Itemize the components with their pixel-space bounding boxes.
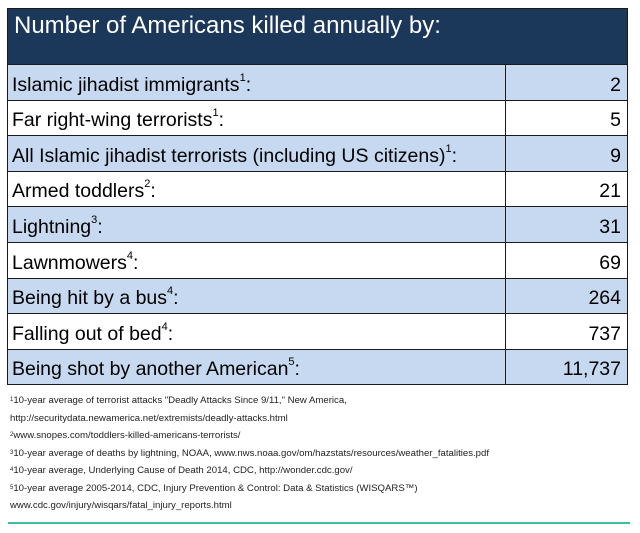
row-label: Lightning3: [8,207,506,242]
row-label: Being shot by another American5: [8,349,506,385]
table-row: Lawnmowers4: 69 [8,241,627,278]
row-label: All Islamic jihadist terrorists (includi… [8,136,506,171]
footnote-number: 1 [10,397,14,403]
footnote-ref: 1 [445,142,452,155]
footnotes: 110-year average of terrorist attacks "D… [10,392,489,515]
footnote-ref: 1 [212,107,219,120]
table-row: Armed toddlers2: 21 [8,170,627,207]
footnote: 2www.snopes.com/toddlers-killed-american… [10,430,241,441]
footnote: 310-year average of deaths by lightning,… [10,447,490,459]
footnote-number: 2 [10,432,14,438]
footnote: 510-year average 2005-2014, CDC, Injury … [10,482,418,494]
footnote-number: 3 [10,449,14,456]
row-label: Lawnmowers4: [8,242,506,278]
footnote-ref: 2 [144,178,151,191]
row-value: 9 [610,144,621,167]
table-row: Being shot by another American5: 11,737 [8,348,627,385]
row-value: 31 [599,215,621,238]
row-label: Falling out of bed4: [8,314,506,349]
footnote: 110-year average of terrorist attacks "D… [10,395,347,406]
footnote-number: 5 [10,484,14,491]
row-value: 264 [588,287,621,310]
footnote-ref: 4 [167,285,174,298]
footnote-ref: 1 [239,71,246,84]
footnote-ref: 4 [126,249,134,262]
row-value: 11,737 [562,358,621,381]
row-value: 69 [599,251,621,274]
table-row: Islamic jihadist immigrants1: 2 [8,64,627,100]
footnote: http://securitydata.newamerica.net/extre… [10,412,288,424]
row-value: 21 [599,180,621,203]
footnote-ref: 5 [288,356,295,369]
footnote: 410-year average, Underlying Cause of De… [10,465,353,476]
table-row: All Islamic jihadist terrorists (includi… [8,135,627,171]
deaths-table: Number of Americans killed annually by: … [7,8,628,386]
row-label: Islamic jihadist immigrants1: [8,65,506,100]
row-value: 737 [588,322,621,345]
divider-line [8,522,630,524]
row-label: Being hit by a bus4: [8,278,506,314]
footnote-number: 4 [10,467,14,473]
footnote: www.cdc.gov/injury/wisqars/fatal_injury_… [10,500,232,511]
footnote-ref: 3 [91,213,98,226]
row-value: 2 [610,73,621,96]
table-row: Far right-wing terrorists1: 5 [8,99,627,136]
table-row: Falling out of bed4: 737 [8,313,627,349]
row-value: 5 [610,109,621,132]
row-label: Armed toddlers2: [8,171,506,207]
table-title: Number of Americans killed annually by: [8,9,627,64]
footnote-ref: 4 [161,320,168,333]
table-row: Being hit by a bus4: 264 [8,277,627,314]
table-row: Lightning3: 31 [8,206,627,242]
row-label: Far right-wing terrorists1: [8,100,506,136]
